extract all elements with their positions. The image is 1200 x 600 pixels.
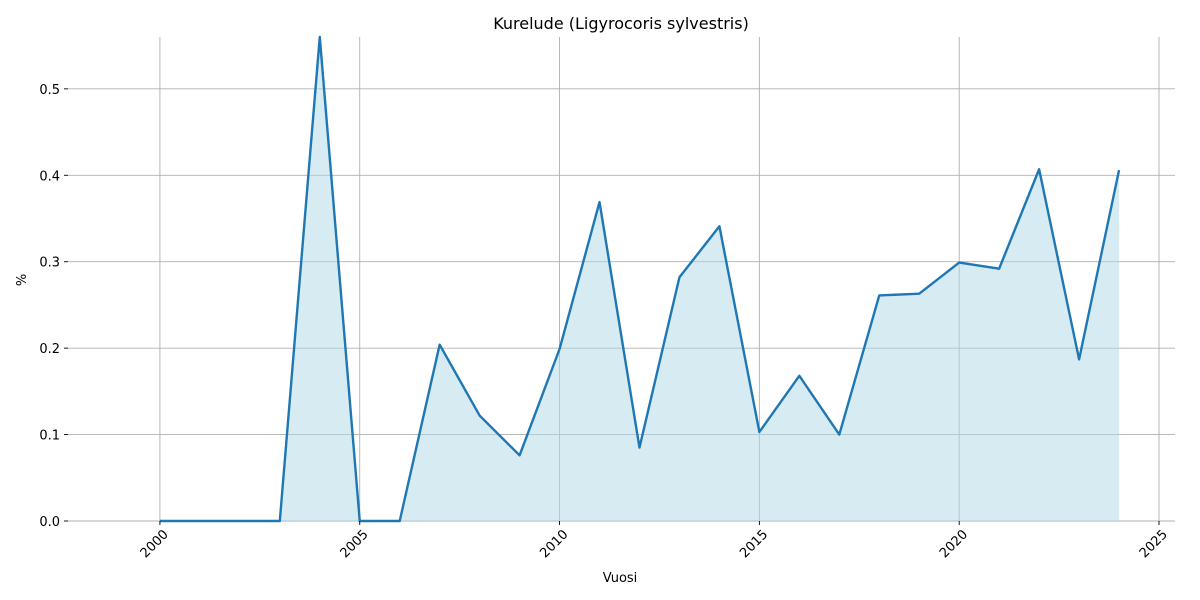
x-tick-label: 2015 — [737, 527, 771, 561]
area-fill — [159, 37, 1120, 521]
y-tick-label: 0.3 — [39, 256, 60, 271]
y-tick-label: 0.2 — [39, 342, 60, 357]
x-tick-label: 2010 — [537, 527, 571, 561]
x-tick-label: 2020 — [937, 527, 971, 561]
x-tick-label: 2000 — [138, 527, 172, 561]
y-tick-label: 0.1 — [39, 429, 60, 444]
series-line — [159, 35, 1121, 523]
y-tick-label: 0.0 — [39, 515, 60, 530]
chart-title: Kurelude (Ligyrocoris sylvestris) — [493, 14, 749, 33]
y-tick-label: 0.5 — [39, 83, 60, 98]
x-axis-label: Vuosi — [603, 571, 638, 586]
y-tick-label: 0.4 — [39, 169, 60, 184]
x-tick-label: 2025 — [1137, 527, 1171, 561]
x-tick-label: 2005 — [338, 527, 372, 561]
y-axis-label: % — [15, 274, 30, 286]
